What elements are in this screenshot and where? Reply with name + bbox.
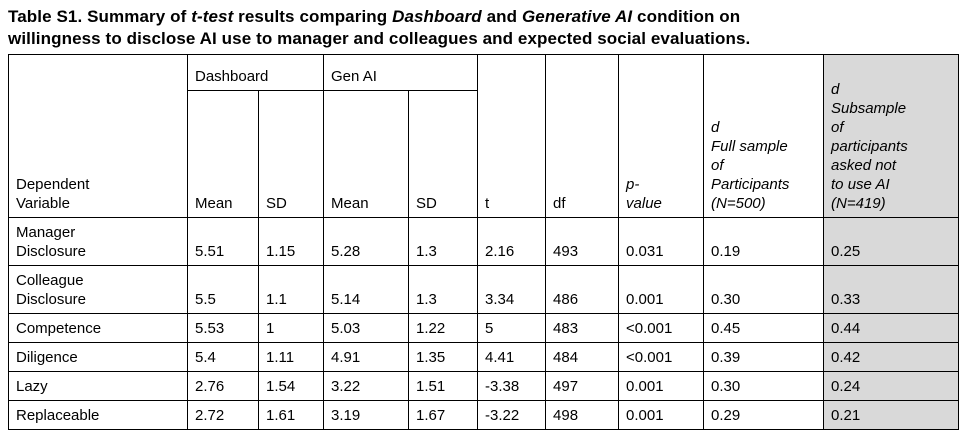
cell-d-subsample: 0.33: [823, 265, 960, 314]
cell-t: 2.16: [477, 217, 547, 266]
header-dependent-variable: Dependent Variable: [8, 54, 188, 218]
cell-genai-sd: 1.3: [408, 265, 479, 314]
cell-dashboard-sd: 1.15: [257, 217, 325, 266]
table-row: Competence 5.53 1 5.03 1.22 5 483 <0.001 0.45 0.4…: [8, 313, 960, 343]
cell-dashboard-mean: 2.72: [187, 400, 259, 430]
cell-dashboard-sd: 1.1: [257, 265, 325, 314]
cell-dashboard-mean: 5.51: [187, 217, 259, 266]
cell-p-value: 0.031: [618, 217, 705, 266]
header-genai-sd: SD: [408, 90, 479, 218]
table-row: Diligence 5.4 1.11 4.91 1.35 4.41 484 <0.001 0.3…: [8, 342, 960, 372]
cell-t: 5: [477, 313, 547, 343]
cell-t: -3.22: [477, 400, 547, 430]
cell-genai-sd: 1.22: [408, 313, 479, 343]
cell-genai-mean: 3.19: [323, 400, 410, 430]
cell-df: 493: [545, 217, 620, 266]
cell-dashboard-sd: 1.54: [257, 371, 325, 401]
cell-df: 483: [545, 313, 620, 343]
table-row: Manager Disclosure 5.51 1.15 5.28 1.3 2.16 493…: [8, 217, 960, 266]
cell-t: 3.34: [477, 265, 547, 314]
header-dashboard-group: Dashboard: [186, 54, 325, 91]
cell-df: 498: [545, 400, 620, 430]
cell-p-value: <0.001: [618, 342, 705, 372]
cell-df: 486: [545, 265, 620, 314]
header-group-row: Dependent Variable Dashboard Gen AI t df…: [8, 54, 960, 218]
cell-d-full-sample: 0.39: [703, 342, 825, 372]
cell-d-full-sample: 0.30: [703, 371, 825, 401]
cell-genai-mean: 5.14: [323, 265, 410, 314]
cell-variable: Lazy: [8, 371, 188, 401]
cell-p-value: 0.001: [618, 371, 705, 401]
cell-genai-sd: 1.35: [408, 342, 479, 372]
table-row: Replaceable 2.72 1.61 3.19 1.67 -3.22 498 0.001…: [8, 400, 960, 430]
cell-t: -3.38: [477, 371, 547, 401]
cell-dashboard-mean: 5.5: [187, 265, 259, 314]
cell-p-value: 0.001: [618, 265, 705, 314]
cell-d-full-sample: 0.19: [703, 217, 825, 266]
cell-df: 497: [545, 371, 620, 401]
cell-genai-mean: 5.03: [323, 313, 410, 343]
cell-variable: Colleague Disclosure: [8, 265, 188, 314]
cell-genai-mean: 4.91: [323, 342, 410, 372]
cell-genai-sd: 1.3: [408, 217, 479, 266]
cell-variable: Replaceable: [8, 400, 188, 430]
cell-d-subsample: 0.21: [823, 400, 960, 430]
cell-dashboard-mean: 5.53: [187, 313, 259, 343]
header-genai-mean: Mean: [323, 90, 410, 218]
cell-d-subsample: 0.25: [823, 217, 960, 266]
cell-dashboard-mean: 2.76: [187, 371, 259, 401]
cell-dashboard-sd: 1.61: [257, 400, 325, 430]
ttest-results-table: Dependent Variable Dashboard Gen AI t df…: [8, 54, 960, 430]
header-p-value: p- value: [618, 54, 705, 218]
header-dashboard-mean: Mean: [187, 90, 259, 218]
cell-p-value: 0.001: [618, 400, 705, 430]
cell-df: 484: [545, 342, 620, 372]
cell-genai-sd: 1.67: [408, 400, 479, 430]
cell-p-value: <0.001: [618, 313, 705, 343]
header-dashboard-sd: SD: [257, 90, 325, 218]
cell-d-subsample: 0.42: [823, 342, 960, 372]
header-d-subsample: d Subsample of participants asked not to…: [823, 54, 960, 218]
cell-variable: Diligence: [8, 342, 188, 372]
header-t: t: [477, 54, 547, 218]
cell-t: 4.41: [477, 342, 547, 372]
cell-d-subsample: 0.44: [823, 313, 960, 343]
table-row: Colleague Disclosure 5.5 1.1 5.14 1.3 3.34 486…: [8, 265, 960, 314]
cell-genai-mean: 5.28: [323, 217, 410, 266]
cell-d-subsample: 0.24: [823, 371, 960, 401]
header-sub-row: Mean SD Mean SD: [9, 90, 959, 218]
cell-dashboard-sd: 1.11: [257, 342, 325, 372]
header-df: df: [545, 54, 620, 218]
cell-d-full-sample: 0.45: [703, 313, 825, 343]
cell-genai-mean: 3.22: [323, 371, 410, 401]
cell-dashboard-sd: 1: [257, 313, 325, 343]
cell-d-full-sample: 0.29: [703, 400, 825, 430]
cell-variable: Competence: [8, 313, 188, 343]
table-title: Table S1. Summary of t-test results comp…: [8, 7, 751, 48]
cell-variable: Manager Disclosure: [8, 217, 188, 266]
cell-d-full-sample: 0.30: [703, 265, 825, 314]
table-header: Dependent Variable Dashboard Gen AI t df…: [8, 54, 960, 218]
header-genai-group: Gen AI: [323, 54, 479, 91]
header-d-full-sample: d Full sample of Participants (N=500): [703, 54, 825, 218]
table-body: Manager Disclosure 5.51 1.15 5.28 1.3 2.16 493…: [8, 217, 960, 430]
cell-dashboard-mean: 5.4: [187, 342, 259, 372]
cell-genai-sd: 1.51: [408, 371, 479, 401]
table-row: Lazy 2.76 1.54 3.22 1.51 -3.38 497 0.001 0.30 0.2…: [8, 371, 960, 401]
